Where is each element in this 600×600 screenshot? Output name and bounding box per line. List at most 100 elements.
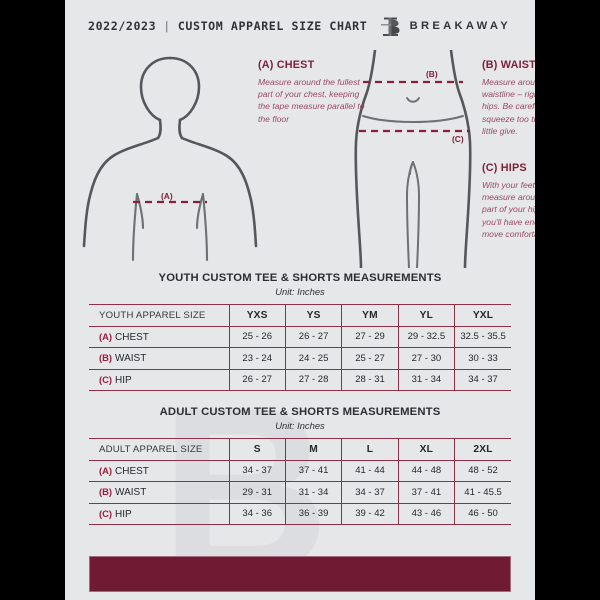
adult-row-chest-label: (A) CHEST	[89, 459, 230, 482]
youth-chest-tag: (A)	[99, 330, 113, 342]
table-row: (A) CHEST 25 - 26 26 - 27 27 - 29 29 - 32…	[89, 325, 511, 348]
youth-chest-yxs: 25 - 26	[229, 325, 286, 348]
adult-waist-l: 34 - 37	[341, 481, 399, 504]
youth-row-header-label: YOUTH APPAREL SIZE	[89, 304, 230, 327]
youth-waist-tag: (B)	[99, 352, 113, 364]
youth-waist-ys: 24 - 25	[285, 347, 343, 370]
hips-front-illustration	[354, 50, 472, 268]
adult-waist-2xl: 41 - 45.5	[454, 481, 511, 504]
adult-chest-tag: (A)	[99, 464, 113, 476]
header-season: 2022/2023	[88, 19, 157, 33]
youth-size-col-ys: YS	[285, 304, 343, 327]
adult-row-hip-label: (C) HIP	[89, 502, 230, 525]
adult-chest-m: 37 - 41	[285, 459, 343, 482]
adult-size-col-s: S	[229, 438, 286, 461]
youth-waist-yxs: 23 - 24	[229, 347, 286, 370]
adult-size-col-m: M	[285, 438, 343, 461]
brand-wordmark: BREAKAWAY	[409, 20, 511, 32]
adult-hip-name: HIP	[115, 508, 132, 520]
youth-hip-name: HIP	[115, 374, 132, 386]
note-hips-body: With your feet together, measure around …	[482, 180, 535, 239]
torso-front-illustration	[82, 56, 258, 262]
youth-chest-name: CHEST	[115, 331, 149, 343]
adult-row-header-label: ADULT APPAREL SIZE	[89, 438, 230, 461]
adult-chest-name: CHEST	[115, 465, 149, 477]
adult-waist-tag: (B)	[99, 486, 113, 498]
youth-hip-yxs: 26 - 27	[229, 368, 286, 391]
adult-size-col-l: L	[341, 438, 399, 461]
table-row: (C) HIP 34 - 36 36 - 39 39 - 42 43 - 46 4…	[89, 502, 511, 525]
page-header: 2022/2023 | CUSTOM APPAREL SIZE CHART BREA…	[65, 0, 535, 52]
adult-hip-s: 34 - 36	[229, 502, 286, 525]
youth-hip-yxl: 34 - 37	[454, 368, 511, 391]
adult-chest-xl: 44 - 48	[398, 459, 456, 482]
youth-row-chest-label: (A) CHEST	[89, 325, 230, 348]
youth-size-table: YOUTH APPAREL SIZE YXS YS YM YL YXL (A) C…	[89, 304, 511, 391]
note-waist-title: (B) WAIST	[482, 59, 535, 71]
size-chart-page: B 2022/2023 | CUSTOM APPAREL SIZE CHART BR…	[65, 0, 535, 600]
note-chest-title: (A) CHEST	[258, 59, 315, 71]
youth-waist-yl: 27 - 30	[398, 347, 456, 370]
waist-marker-label: (B)	[426, 69, 438, 79]
adult-hip-2xl: 46 - 50	[454, 502, 511, 525]
table-row: (C) HIP 26 - 27 27 - 28 28 - 31 31 - 34 3…	[89, 368, 511, 391]
note-hips-title: (C) HIPS	[482, 162, 527, 174]
youth-table-title: YOUTH CUSTOM TEE & SHORTS MEASUREMENTS	[158, 272, 442, 284]
note-chest-body: Measure around the fullest part of your …	[258, 77, 365, 124]
adult-size-col-xl: XL	[398, 438, 456, 461]
adult-chest-l: 41 - 44	[341, 459, 399, 482]
header-title-group: 2022/2023 | CUSTOM APPAREL SIZE CHART	[88, 19, 367, 33]
adult-waist-name: WAIST	[115, 487, 147, 499]
table-header-row: YOUTH APPAREL SIZE YXS YS YM YL YXL	[89, 304, 511, 327]
adult-hip-m: 36 - 39	[285, 502, 343, 525]
note-waist: (B) WAIST Measure around your natural wa…	[482, 59, 535, 137]
adult-size-table-block: ADULT CUSTOM TEE & SHORTS MEASUREMENTS U…	[65, 406, 535, 525]
youth-hip-ys: 27 - 28	[285, 368, 343, 391]
adult-row-waist-label: (B) WAIST	[89, 481, 230, 504]
youth-chest-ym: 27 - 29	[341, 325, 399, 348]
youth-hip-tag: (C)	[99, 373, 113, 385]
brand-logo: BREAKAWAY	[380, 14, 511, 38]
youth-waist-ym: 25 - 27	[341, 347, 399, 370]
table-row: (B) WAIST 29 - 31 31 - 34 34 - 37 37 - 41…	[89, 481, 511, 504]
adult-size-col-2xl: 2XL	[454, 438, 511, 461]
adult-hip-xl: 43 - 46	[398, 502, 456, 525]
youth-size-col-ym: YM	[341, 304, 399, 327]
adult-table-title: ADULT CUSTOM TEE & SHORTS MEASUREMENTS	[159, 406, 441, 418]
adult-table-unit: Unit: Inches	[275, 420, 325, 431]
header-separator: |	[163, 19, 171, 33]
adult-hip-l: 39 - 42	[341, 502, 399, 525]
breakaway-b-monogram-icon	[380, 17, 400, 36]
youth-hip-ym: 28 - 31	[341, 368, 399, 391]
chest-marker-label: (A)	[161, 191, 173, 201]
adult-waist-m: 31 - 34	[285, 481, 343, 504]
adult-chest-s: 34 - 37	[229, 459, 286, 482]
adult-size-table: ADULT APPAREL SIZE S M L XL 2XL (A) CHEST…	[89, 438, 511, 525]
youth-row-waist-label: (B) WAIST	[89, 347, 230, 370]
youth-size-col-yxs: YXS	[229, 304, 286, 327]
hips-marker-label: (C)	[452, 134, 464, 144]
youth-table-unit: Unit: Inches	[275, 286, 325, 297]
youth-chest-yl: 29 - 32.5	[398, 325, 456, 348]
youth-chest-ys: 26 - 27	[285, 325, 343, 348]
youth-hip-yl: 31 - 34	[398, 368, 456, 391]
table-row: (B) WAIST 23 - 24 24 - 25 25 - 27 27 - 30…	[89, 347, 511, 370]
note-waist-body: Measure around your natural waistline – …	[482, 77, 535, 136]
page-title: CUSTOM APPAREL SIZE CHART	[177, 19, 368, 33]
youth-size-table-block: YOUTH CUSTOM TEE & SHORTS MEASUREMENTS U…	[65, 272, 535, 391]
youth-size-col-yl: YL	[398, 304, 456, 327]
youth-chest-yxl: 32.5 - 35.5	[454, 325, 511, 348]
table-header-row: ADULT APPAREL SIZE S M L XL 2XL	[89, 438, 511, 461]
adult-chest-2xl: 48 - 52	[454, 459, 511, 482]
footer-bar	[89, 556, 511, 592]
youth-waist-name: WAIST	[115, 353, 147, 365]
table-row: (A) CHEST 34 - 37 37 - 41 41 - 44 44 - 48…	[89, 459, 511, 482]
measurement-diagram: (A) (B) (C) (A) CHEST Measure arou	[65, 50, 535, 268]
adult-hip-tag: (C)	[99, 507, 113, 519]
youth-row-hip-label: (C) HIP	[89, 368, 230, 391]
youth-waist-yxl: 30 - 33	[454, 347, 511, 370]
note-chest: (A) CHEST Measure around the fullest par…	[258, 59, 370, 125]
adult-waist-xl: 37 - 41	[398, 481, 456, 504]
adult-waist-s: 29 - 31	[229, 481, 286, 504]
note-hips: (C) HIPS With your feet together, measur…	[482, 162, 535, 240]
